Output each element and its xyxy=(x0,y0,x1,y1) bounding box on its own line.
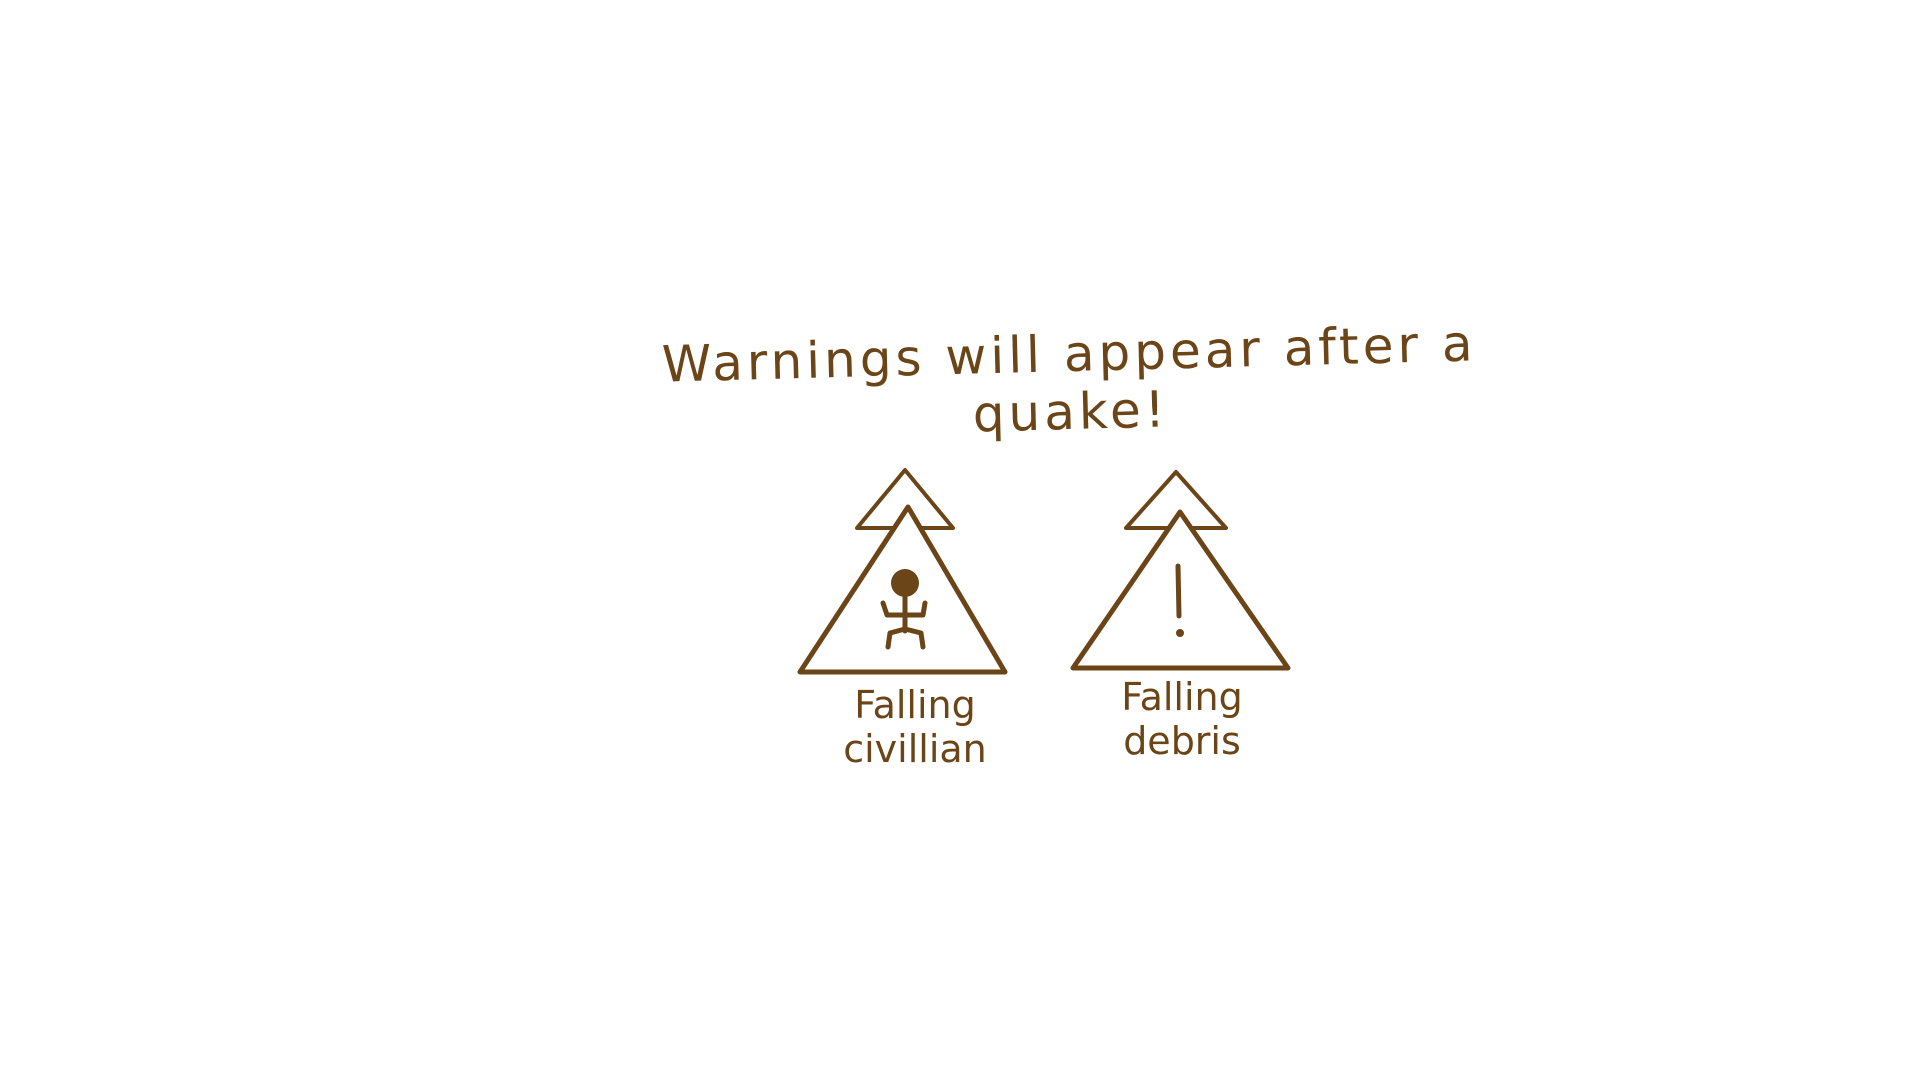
warning-label-line2: debris xyxy=(1123,719,1241,763)
falling-debris-icon xyxy=(1070,470,1291,671)
warning-label-civilian: Falling civillian xyxy=(795,683,1035,771)
warning-sign-debris xyxy=(1070,468,1300,688)
warning-label-line1: Falling xyxy=(1121,675,1243,719)
warning-label-debris: Falling debris xyxy=(1062,675,1302,763)
warning-label-line1: Falling xyxy=(854,683,976,727)
falling-civilian-icon xyxy=(797,468,1008,675)
page-title: Warnings will appear after a quake! xyxy=(661,314,1478,444)
warning-sign-civilian xyxy=(795,465,1015,685)
warning-label-line2: civillian xyxy=(843,727,987,771)
